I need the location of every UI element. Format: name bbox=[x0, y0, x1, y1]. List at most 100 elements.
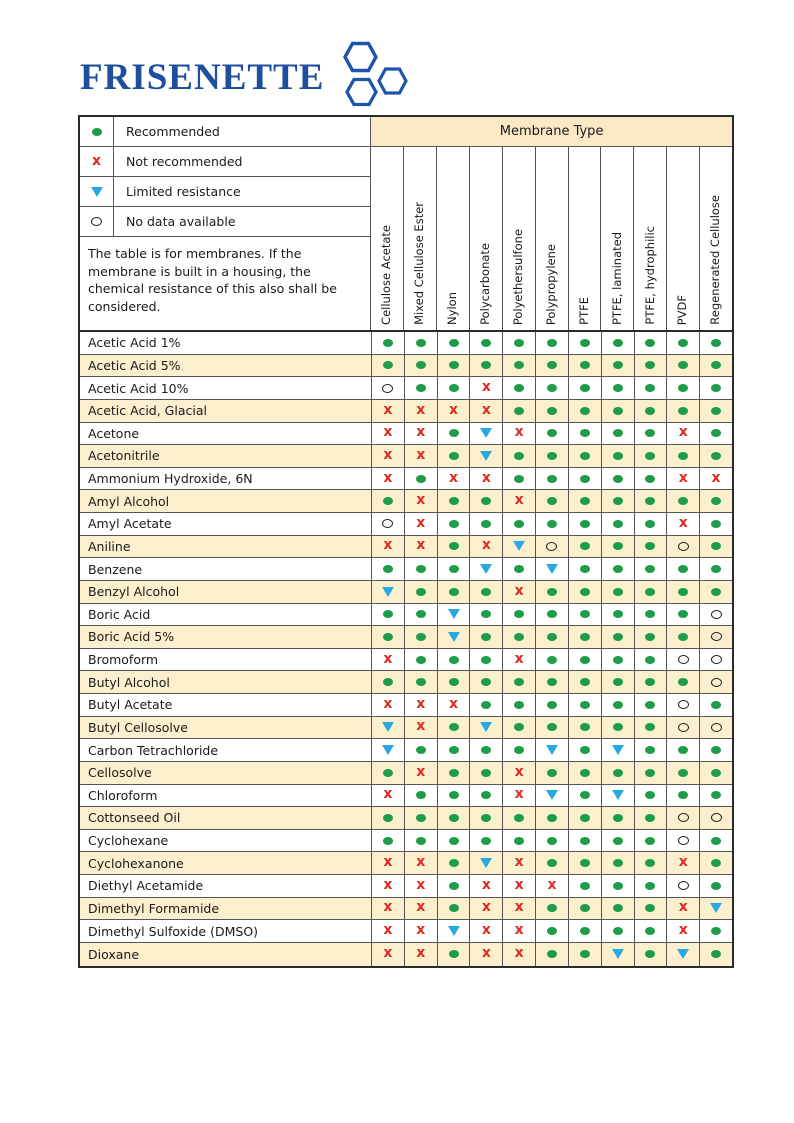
table-row: Butyl Alcohol bbox=[80, 671, 732, 694]
recommended-icon bbox=[448, 791, 459, 800]
compatibility-cell bbox=[503, 739, 537, 761]
compatibility-cell bbox=[569, 422, 602, 445]
compatibility-cell bbox=[635, 875, 668, 897]
recommended-icon bbox=[382, 610, 393, 619]
compatibility-cell bbox=[405, 784, 438, 807]
chemical-name-cell: Acetic Acid 10% bbox=[80, 377, 372, 399]
recommended-icon bbox=[448, 859, 459, 868]
compatibility-cell bbox=[372, 332, 405, 354]
recommended-icon bbox=[448, 655, 459, 664]
table-header-section: Recommended x Not recommended Limited re… bbox=[80, 117, 732, 330]
limited-resistance-icon bbox=[480, 722, 493, 733]
compatibility-cell bbox=[635, 897, 668, 920]
recommended-icon bbox=[415, 836, 426, 845]
compatibility-cell bbox=[700, 694, 732, 716]
compatibility-cell bbox=[536, 580, 569, 603]
compatibility-cell bbox=[438, 603, 471, 626]
recommended-icon bbox=[612, 474, 623, 483]
recommended-icon bbox=[448, 542, 459, 551]
compatibility-cell bbox=[372, 626, 405, 648]
compatibility-cell bbox=[569, 377, 602, 399]
compatibility-cell bbox=[602, 897, 635, 920]
compatibility-cell bbox=[700, 490, 732, 512]
recommended-icon bbox=[711, 836, 722, 845]
compatibility-cell bbox=[438, 354, 471, 377]
column-label: PTFE bbox=[576, 297, 591, 325]
recommended-icon bbox=[612, 881, 623, 890]
compatibility-cell: x bbox=[700, 468, 732, 490]
compatibility-cell bbox=[602, 377, 635, 399]
limited-resistance-icon bbox=[447, 609, 460, 620]
recommended-icon bbox=[711, 950, 722, 959]
limited-resistance-icon bbox=[381, 586, 394, 597]
recommended-icon bbox=[514, 632, 525, 641]
compatibility-cell bbox=[667, 694, 701, 716]
table-row: Cottonseed Oil bbox=[80, 807, 732, 830]
recommended-icon bbox=[514, 451, 525, 460]
recommended-icon bbox=[448, 768, 459, 777]
compatibility-cell bbox=[438, 377, 471, 399]
column-header: Regenerated Cellulose bbox=[700, 147, 732, 330]
compatibility-cell bbox=[470, 422, 504, 445]
compatibility-cell bbox=[503, 354, 537, 377]
compatibility-cell bbox=[635, 648, 668, 671]
not-recommended-icon: x bbox=[383, 695, 393, 712]
no-data-icon bbox=[677, 541, 689, 551]
compatibility-cell bbox=[700, 355, 732, 377]
compatibility-cell: x bbox=[405, 445, 438, 467]
compatibility-cell bbox=[667, 739, 701, 761]
chemical-name-cell: Boric Acid 5% bbox=[80, 626, 372, 648]
not-recommended-icon: x bbox=[481, 899, 491, 916]
table-row: Diethyl Acetamide x x x x x bbox=[80, 875, 732, 898]
compatibility-cell: x bbox=[438, 399, 471, 422]
compatibility-cell bbox=[438, 807, 471, 829]
compatibility-cell bbox=[438, 897, 471, 920]
compatibility-cell bbox=[569, 399, 602, 422]
compatibility-cell bbox=[405, 354, 438, 377]
recommended-icon bbox=[448, 678, 459, 687]
compatibility-cell bbox=[667, 580, 701, 603]
compatibility-cell bbox=[438, 648, 471, 671]
compatibility-cell bbox=[470, 716, 504, 739]
recommended-icon bbox=[481, 836, 492, 845]
compatibility-cell: x bbox=[405, 513, 438, 535]
recommended-icon bbox=[415, 813, 426, 822]
compatibility-cell bbox=[700, 875, 732, 897]
table-row: Amyl Acetate x x bbox=[80, 513, 732, 536]
recommended-icon bbox=[415, 361, 426, 370]
compatibility-cell bbox=[405, 739, 438, 761]
recommended-icon bbox=[514, 746, 525, 755]
table-row: Acetic Acid 10% x bbox=[80, 377, 732, 400]
recommended-icon bbox=[612, 497, 623, 506]
table-row: Ammonium Hydroxide, 6N x x x x x bbox=[80, 467, 732, 491]
not-recommended-icon: x bbox=[481, 401, 491, 418]
recommended-icon bbox=[678, 610, 689, 619]
recommended-icon bbox=[579, 813, 590, 822]
compatibility-cell bbox=[667, 626, 701, 648]
chemical-name-cell: Cottonseed Oil bbox=[80, 807, 372, 829]
compatibility-cell bbox=[405, 626, 438, 648]
recommended-icon bbox=[546, 723, 557, 732]
compatibility-cell bbox=[602, 445, 635, 467]
recommended-icon bbox=[711, 406, 722, 415]
recommended-icon bbox=[579, 519, 590, 528]
chemical-name-cell: Bromoform bbox=[80, 648, 372, 671]
compatibility-cell bbox=[470, 603, 504, 626]
recommended-icon bbox=[645, 791, 656, 800]
recommended-icon bbox=[415, 338, 426, 347]
recommended-icon bbox=[579, 859, 590, 868]
recommended-icon bbox=[612, 429, 623, 438]
recommended-icon bbox=[514, 723, 525, 732]
legend-label: Not recommended bbox=[126, 154, 243, 169]
recommended-icon bbox=[481, 587, 492, 596]
compatibility-cell: x bbox=[438, 467, 471, 490]
recommended-icon bbox=[678, 451, 689, 460]
compatibility-cell bbox=[602, 671, 635, 693]
column-header: PTFE bbox=[569, 147, 602, 330]
recommended-icon bbox=[645, 361, 656, 370]
compatibility-cell: x bbox=[667, 422, 701, 445]
recommended-icon bbox=[645, 950, 656, 959]
compatibility-cell bbox=[700, 581, 732, 603]
compatibility-cell: x bbox=[372, 784, 405, 807]
compatibility-cell bbox=[470, 739, 504, 761]
